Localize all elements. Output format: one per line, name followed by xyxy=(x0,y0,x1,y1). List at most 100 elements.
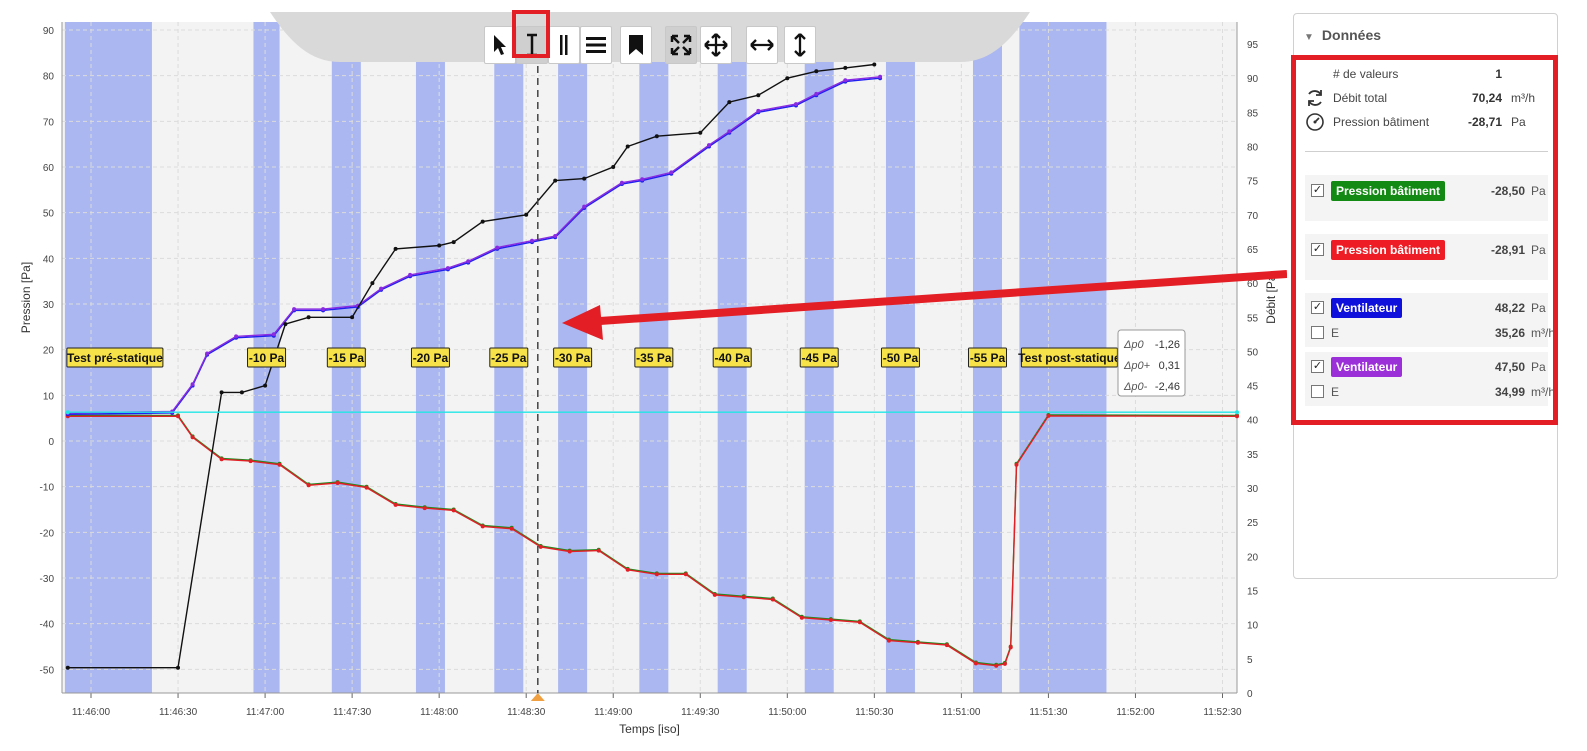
data-point xyxy=(234,334,239,339)
data-point xyxy=(271,332,276,337)
data-point xyxy=(814,69,819,74)
data-point xyxy=(292,307,297,312)
toolbar-button-menu[interactable] xyxy=(580,26,612,64)
data-point xyxy=(495,245,500,250)
phase-label: Test post-statique xyxy=(1018,351,1121,365)
phase-label-box xyxy=(410,347,450,368)
x-tick-label: 11:48:30 xyxy=(507,707,546,718)
y-tick-label-left: -30 xyxy=(40,574,55,585)
phase-label-box xyxy=(247,347,287,368)
phase-label-box xyxy=(799,347,839,368)
phase-label: -25 Pa xyxy=(491,351,527,365)
series-checkbox[interactable]: ✓ xyxy=(1311,301,1324,314)
toolbar-button-double-bar[interactable] xyxy=(548,26,580,64)
data-point xyxy=(277,462,282,467)
panel-title[interactable]: ▼ Données xyxy=(1304,27,1382,43)
data-point xyxy=(1046,413,1051,418)
sub-series-unit: m³/h xyxy=(1531,385,1555,399)
data-point xyxy=(283,322,288,327)
toolbar-button-move[interactable] xyxy=(700,26,732,64)
y-tick-label-left: 10 xyxy=(43,391,55,402)
series-checkbox[interactable]: ✓ xyxy=(1311,184,1324,197)
y-tick-label-right: 0 xyxy=(1247,689,1253,700)
toolbar-button-pointer[interactable] xyxy=(484,26,516,64)
data-point xyxy=(872,62,877,67)
series-checkbox[interactable]: ✓ xyxy=(1311,360,1324,373)
phase-label: -35 Pa xyxy=(636,351,672,365)
data-point xyxy=(306,483,311,488)
sub-series-checkbox[interactable] xyxy=(1311,326,1324,339)
x-tick-label: 11:46:30 xyxy=(159,707,198,718)
series-tag: Pression bâtiment xyxy=(1331,181,1446,201)
data-point xyxy=(219,457,224,462)
data-point xyxy=(770,597,775,602)
toolbar-button-horizontal-arrows[interactable] xyxy=(746,26,778,64)
y-tick-label-right: 30 xyxy=(1247,484,1259,495)
data-point xyxy=(814,91,819,96)
x-tick-label: 11:47:00 xyxy=(246,707,285,718)
data-point xyxy=(393,502,398,507)
menu-icon xyxy=(586,36,606,54)
data-point xyxy=(741,595,746,600)
data-point xyxy=(509,526,514,531)
phase-label: -50 Pa xyxy=(883,351,919,365)
pressure-chart[interactable]: 9080706050403020100-10-20-30-40-50959085… xyxy=(0,0,1287,751)
y-tick-label-left: 20 xyxy=(43,346,55,357)
y-tick-label-left: 70 xyxy=(43,117,55,128)
data-point xyxy=(654,134,659,139)
x-tick-label: 11:50:00 xyxy=(768,707,807,718)
data-point xyxy=(582,204,587,209)
refresh-icon xyxy=(1305,88,1325,111)
data-point xyxy=(524,212,529,217)
toolbar-button-fit-all[interactable] xyxy=(665,26,697,64)
data-point xyxy=(538,544,543,549)
highlight-arrow-shaft xyxy=(599,270,1287,325)
data-point xyxy=(379,286,384,291)
time-cursor-handle[interactable] xyxy=(530,693,545,701)
data-point xyxy=(176,665,180,670)
summary-label: Pression bâtiment xyxy=(1333,115,1430,129)
sub-series-checkbox[interactable] xyxy=(1311,385,1324,398)
sub-series-unit: m³/h xyxy=(1531,326,1555,340)
y-tick-label-right: 40 xyxy=(1247,416,1259,427)
series-checkbox[interactable]: ✓ xyxy=(1311,243,1324,256)
summary-row: Débit total 70,24 m³/h xyxy=(1300,88,1550,108)
vertical-arrows-icon xyxy=(793,33,807,57)
summary-label: # de valeurs xyxy=(1333,67,1399,81)
data-point xyxy=(886,638,891,643)
data-point xyxy=(190,382,195,387)
series-row: ✓ Ventilateur 48,22 Pa xyxy=(1305,298,1548,320)
sub-series-label: E xyxy=(1331,326,1340,340)
phase-label: -15 Pa xyxy=(329,351,365,365)
data-point xyxy=(727,129,732,134)
y-tick-label-left: 0 xyxy=(48,437,54,448)
data-point xyxy=(466,259,471,264)
y-tick-label-right: 55 xyxy=(1247,313,1259,324)
series-unit: Pa xyxy=(1531,301,1546,315)
series-value: 47,50 xyxy=(1494,360,1525,374)
data-point xyxy=(727,100,732,105)
y-tick-label-left: -10 xyxy=(40,483,55,494)
collapse-triangle-icon[interactable]: ▼ xyxy=(1304,32,1314,43)
y-tick-label-left: 60 xyxy=(43,163,55,174)
y-tick-label-right: 65 xyxy=(1247,245,1259,256)
x-tick-label: 11:49:00 xyxy=(594,707,633,718)
data-point xyxy=(1008,645,1013,650)
data-point xyxy=(994,663,999,668)
y-tick-label-right: 90 xyxy=(1247,74,1259,85)
data-point xyxy=(335,481,340,485)
data-point xyxy=(625,567,630,572)
phase-label: -10 Pa xyxy=(249,351,285,365)
data-point xyxy=(698,130,703,135)
data-point xyxy=(205,351,210,356)
data-point xyxy=(843,78,848,83)
series-unit: Pa xyxy=(1531,360,1546,374)
y-tick-label-right: 75 xyxy=(1247,177,1259,188)
tooltip-label: Δp0+ xyxy=(1123,360,1151,372)
phase-label-box xyxy=(553,347,593,368)
toolbar-button-bookmark[interactable] xyxy=(620,26,652,64)
toolbar-button-vertical-arrows[interactable] xyxy=(784,26,816,64)
x-tick-label: 11:50:30 xyxy=(855,707,894,718)
data-point xyxy=(553,234,558,238)
data-point xyxy=(1014,462,1019,467)
